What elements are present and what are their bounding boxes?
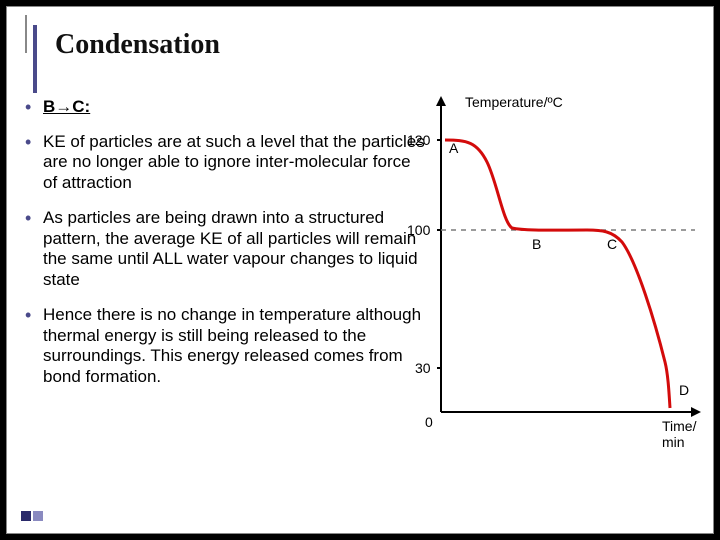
point-b: B [532,236,541,252]
point-d: D [679,382,689,398]
corner-accent [21,511,43,521]
slide: Condensation B→C: KE of particles are at… [6,6,714,534]
y-axis-arrow [436,96,446,106]
x-axis-label: Time/ min [662,418,696,450]
cooling-curve-chart: Temperature/ºC 120 100 30 0 A B C D Time… [407,92,707,452]
bullet-text: Hence there is no change in temperature … [43,305,421,386]
point-c: C [607,236,617,252]
ytick-30: 30 [415,360,431,376]
bullet-text: As particles are being drawn into a stru… [43,208,418,289]
bullet-item: B→C: [25,97,425,118]
cooling-curve [445,140,670,408]
bullet-item: Hence there is no change in temperature … [25,305,425,388]
bullet-item: As particles are being drawn into a stru… [25,208,425,291]
bullet-heading: B→C: [43,97,90,116]
bullet-item: KE of particles are at such a level that… [25,132,425,194]
ytick-120: 120 [407,132,430,148]
accent-square-2 [33,511,43,521]
slide-title: Condensation [55,29,220,61]
accent-square-1 [21,511,31,521]
x-axis-arrow [691,407,701,417]
y-axis-label: Temperature/ºC [465,94,563,110]
bullet-text: KE of particles are at such a level that… [43,132,425,192]
decorative-rule [33,25,37,93]
ytick-0: 0 [425,414,433,430]
bullet-list: B→C: KE of particles are at such a level… [25,97,425,402]
decorative-rule-thin [25,15,27,53]
point-a: A [449,140,458,156]
ytick-100: 100 [407,222,430,238]
